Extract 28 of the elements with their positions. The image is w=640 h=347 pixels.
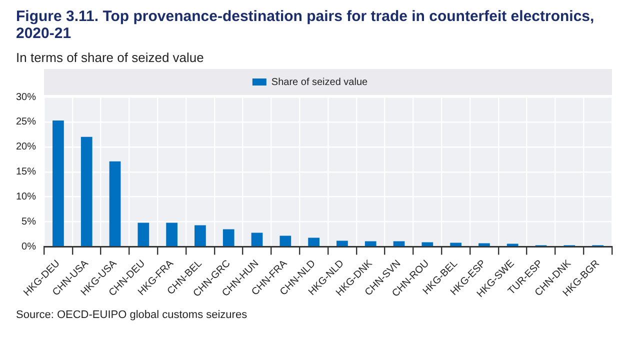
bar <box>422 242 434 246</box>
y-tick-label: 20% <box>16 142 36 153</box>
bar <box>109 161 121 246</box>
bar <box>80 136 92 246</box>
bar <box>308 238 320 246</box>
y-tick-label: 25% <box>16 116 36 128</box>
bar <box>336 240 348 246</box>
bar <box>506 244 518 246</box>
y-tick-label: 30% <box>16 92 36 103</box>
source-note: Source: OECD-EUIPO global customs seizures <box>16 309 248 321</box>
bar <box>478 243 490 246</box>
chart-subtitle: In terms of share of seized value <box>16 50 205 65</box>
y-tick-label: 10% <box>16 192 36 203</box>
chart-title: Figure 3.11. Top provenance-destination pairs for trade in counterfeit electronics, 2020-21 <box>16 8 596 42</box>
y-tick-label: 15% <box>16 166 36 178</box>
bar <box>138 222 150 246</box>
y-tick-label: 5% <box>22 216 36 228</box>
y-tick-label: 0% <box>22 241 36 252</box>
bar <box>251 232 263 246</box>
bar <box>194 225 206 246</box>
bar <box>393 241 405 246</box>
bar <box>166 222 178 246</box>
bar <box>222 229 234 246</box>
bar <box>52 120 64 246</box>
bar <box>280 236 292 246</box>
legend-label: Share of seized value <box>271 76 368 88</box>
bar <box>364 241 376 246</box>
bar <box>450 242 462 246</box>
